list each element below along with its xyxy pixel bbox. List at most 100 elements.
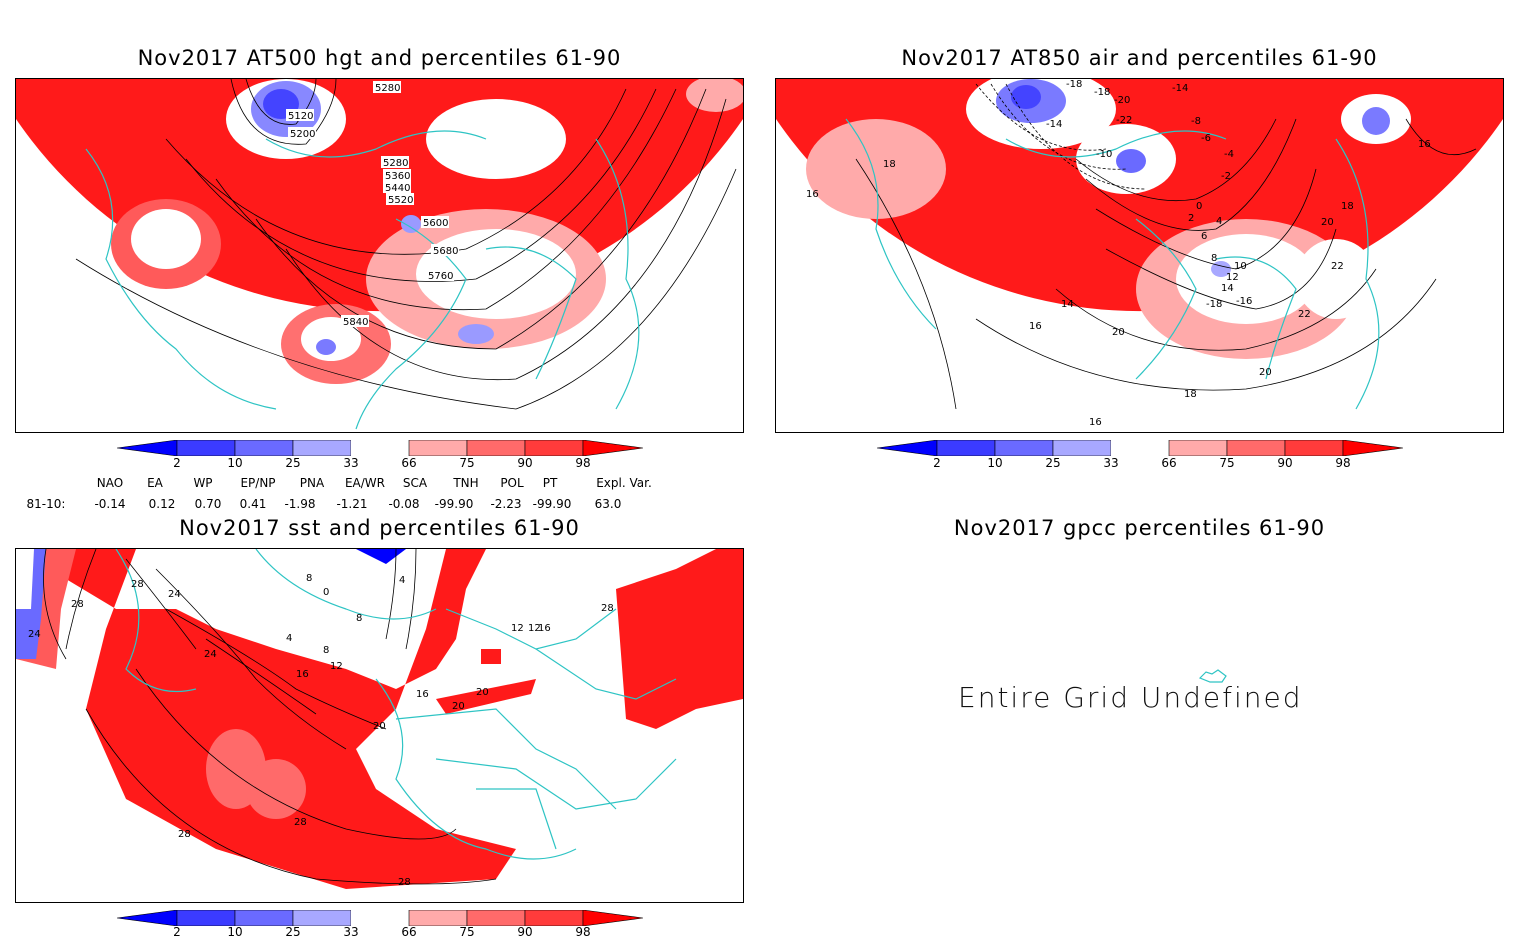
sst-contour-label: 24 xyxy=(28,629,41,640)
air-contour-label: 16 xyxy=(1418,139,1431,150)
colorbar-tick-label: 66 xyxy=(401,925,417,939)
hgt-contour-label: 5600 xyxy=(423,218,448,229)
indices-value-row: 81-10: -0.14 0.12 0.70 0.41 -1.98 -1.21 … xyxy=(0,497,700,513)
air-contour-label: 18 xyxy=(1341,201,1354,212)
index-value: -2.23 xyxy=(490,497,522,511)
sst-contour-label: 4 xyxy=(399,575,405,586)
air-contour-label: -14 xyxy=(1046,119,1062,130)
hgt-colorbar-svg xyxy=(116,439,644,457)
hgt-colorbar: 2 10 25 33 66 75 90 98 xyxy=(116,439,644,474)
air-contour-label: 16 xyxy=(806,189,819,200)
colorbar-tick-label: 98 xyxy=(1335,456,1351,470)
hgt-contour-label: 5680 xyxy=(433,246,458,257)
hgt-map: 5280 5120 5200 5280 5360 5440 5520 5600 … xyxy=(15,78,744,433)
colorbar-tick-label: 25 xyxy=(285,456,301,470)
air-colorbar: 2 10 25 33 66 75 90 98 xyxy=(876,439,1404,474)
sst-contour-label: 20 xyxy=(476,687,489,698)
sst-contour-label: 0 xyxy=(323,587,329,598)
index-name: WP xyxy=(193,476,213,490)
air-contour-label: 18 xyxy=(1184,389,1197,400)
index-name: EP/NP xyxy=(240,476,276,490)
index-name: NAO xyxy=(96,476,124,490)
index-value: -99.90 xyxy=(532,497,572,511)
index-value: 0.41 xyxy=(239,497,267,511)
colorbar-tick-label: 25 xyxy=(285,925,301,939)
air-contour-label: -18 xyxy=(1206,299,1222,310)
hgt-contour-label: 5440 xyxy=(385,183,410,194)
gpcc-panel-title: Nov2017 gpcc percentiles 61-90 xyxy=(953,516,1326,540)
sst-panel-title: Nov2017 sst and percentiles 61-90 xyxy=(179,516,580,540)
index-value: 63.0 xyxy=(594,497,622,511)
indices-header-row: NAO EA WP EP/NP PNA EA/WR SCA TNH POL PT… xyxy=(0,476,700,492)
air-contour-label: 18 xyxy=(883,159,896,170)
air-contour-label: -8 xyxy=(1191,116,1201,127)
index-name: SCA xyxy=(402,476,428,490)
air-contour-label: 0 xyxy=(1196,201,1202,212)
air-contour-label: 6 xyxy=(1201,231,1207,242)
air-contour-label: 10 xyxy=(1234,261,1247,272)
sst-contour-label: 24 xyxy=(168,589,181,600)
index-name: POL xyxy=(500,476,524,490)
hgt-map-svg: 5280 5120 5200 5280 5360 5440 5520 5600 … xyxy=(16,79,743,430)
hgt-contour-label: 5200 xyxy=(290,129,315,140)
air-panel-title: Nov2017 AT850 air and percentiles 61-90 xyxy=(901,46,1378,70)
sst-colorbar: 2 10 25 33 66 75 90 98 xyxy=(116,909,644,940)
hgt-contour-label: 5280 xyxy=(383,158,408,169)
index-value: 0.12 xyxy=(148,497,176,511)
colorbar-tick-label: 33 xyxy=(343,456,359,470)
sst-map: 28 24 28 24 8 0 4 8 4 8 12 16 20 24 16 2… xyxy=(15,548,744,903)
air-contour-label: 16 xyxy=(1029,321,1042,332)
index-value: -0.14 xyxy=(94,497,126,511)
hgt-contour-label: 5760 xyxy=(428,271,453,282)
air-contour-label: -6 xyxy=(1201,133,1211,144)
sst-contour-label: 12 xyxy=(511,623,524,634)
air-contour-label: 16 xyxy=(1089,417,1102,428)
colorbar-tick-label: 90 xyxy=(517,456,533,470)
sst-contour-label: 16 xyxy=(416,689,429,700)
sst-contour-label: 8 xyxy=(306,573,312,584)
air-contour-label: 22 xyxy=(1298,309,1311,320)
hgt-contour-label: 5520 xyxy=(388,195,413,206)
sst-colorbar-svg xyxy=(116,909,644,927)
colorbar-tick-label: 75 xyxy=(459,456,475,470)
air-contour-label: 20 xyxy=(1112,327,1125,338)
sst-contour-label: 28 xyxy=(71,599,84,610)
colorbar-tick-label: 75 xyxy=(459,925,475,939)
colorbar-tick-label: 98 xyxy=(575,456,591,470)
hgt-panel-title: Nov2017 AT500 hgt and percentiles 61-90 xyxy=(137,46,622,70)
air-contour-label: 12 xyxy=(1226,272,1239,283)
indices-row-label: 81-10: xyxy=(26,497,66,511)
sst-contour-label: 28 xyxy=(294,817,307,828)
air-map: -18 -18 -20 -14 -14 -22 -8 -6 -10 -4 -2 … xyxy=(775,78,1504,433)
air-contour-label: -14 xyxy=(1172,83,1188,94)
air-contour-label: 22 xyxy=(1331,261,1344,272)
colorbar-tick-label: 33 xyxy=(1103,456,1119,470)
sst-contour-label: 8 xyxy=(356,613,362,624)
sst-contour-label: 4 xyxy=(286,633,292,644)
index-name: EA xyxy=(147,476,163,490)
colorbar-tick-label: 25 xyxy=(1045,456,1061,470)
air-contour-label: -20 xyxy=(1114,95,1130,106)
index-name: Expl. Var. xyxy=(596,476,652,490)
air-contour-label: -18 xyxy=(1094,87,1110,98)
colorbar-tick-label: 66 xyxy=(1161,456,1177,470)
air-contour-label: 14 xyxy=(1221,283,1234,294)
hgt-contour-label: 5360 xyxy=(385,171,410,182)
index-value: -1.21 xyxy=(336,497,368,511)
index-value: 0.70 xyxy=(194,497,222,511)
index-name: PNA xyxy=(299,476,325,490)
index-value: -1.98 xyxy=(284,497,316,511)
air-map-svg: -18 -18 -20 -14 -14 -22 -8 -6 -10 -4 -2 … xyxy=(776,79,1503,428)
sst-contour-label: 20 xyxy=(373,721,386,732)
hgt-contour-label: 5280 xyxy=(375,83,400,94)
colorbar-tick-label: 10 xyxy=(987,456,1003,470)
colorbar-tick-label: 90 xyxy=(1277,456,1293,470)
air-colorbar-svg xyxy=(876,439,1404,457)
index-name: PT xyxy=(542,476,558,490)
colorbar-tick-label: 2 xyxy=(173,456,181,470)
sst-contour-label: 28 xyxy=(601,603,614,614)
air-contour-label: 2 xyxy=(1188,213,1194,224)
sst-contour-label: 16 xyxy=(296,669,309,680)
colorbar-tick-label: 10 xyxy=(227,456,243,470)
air-contour-label: 20 xyxy=(1259,367,1272,378)
